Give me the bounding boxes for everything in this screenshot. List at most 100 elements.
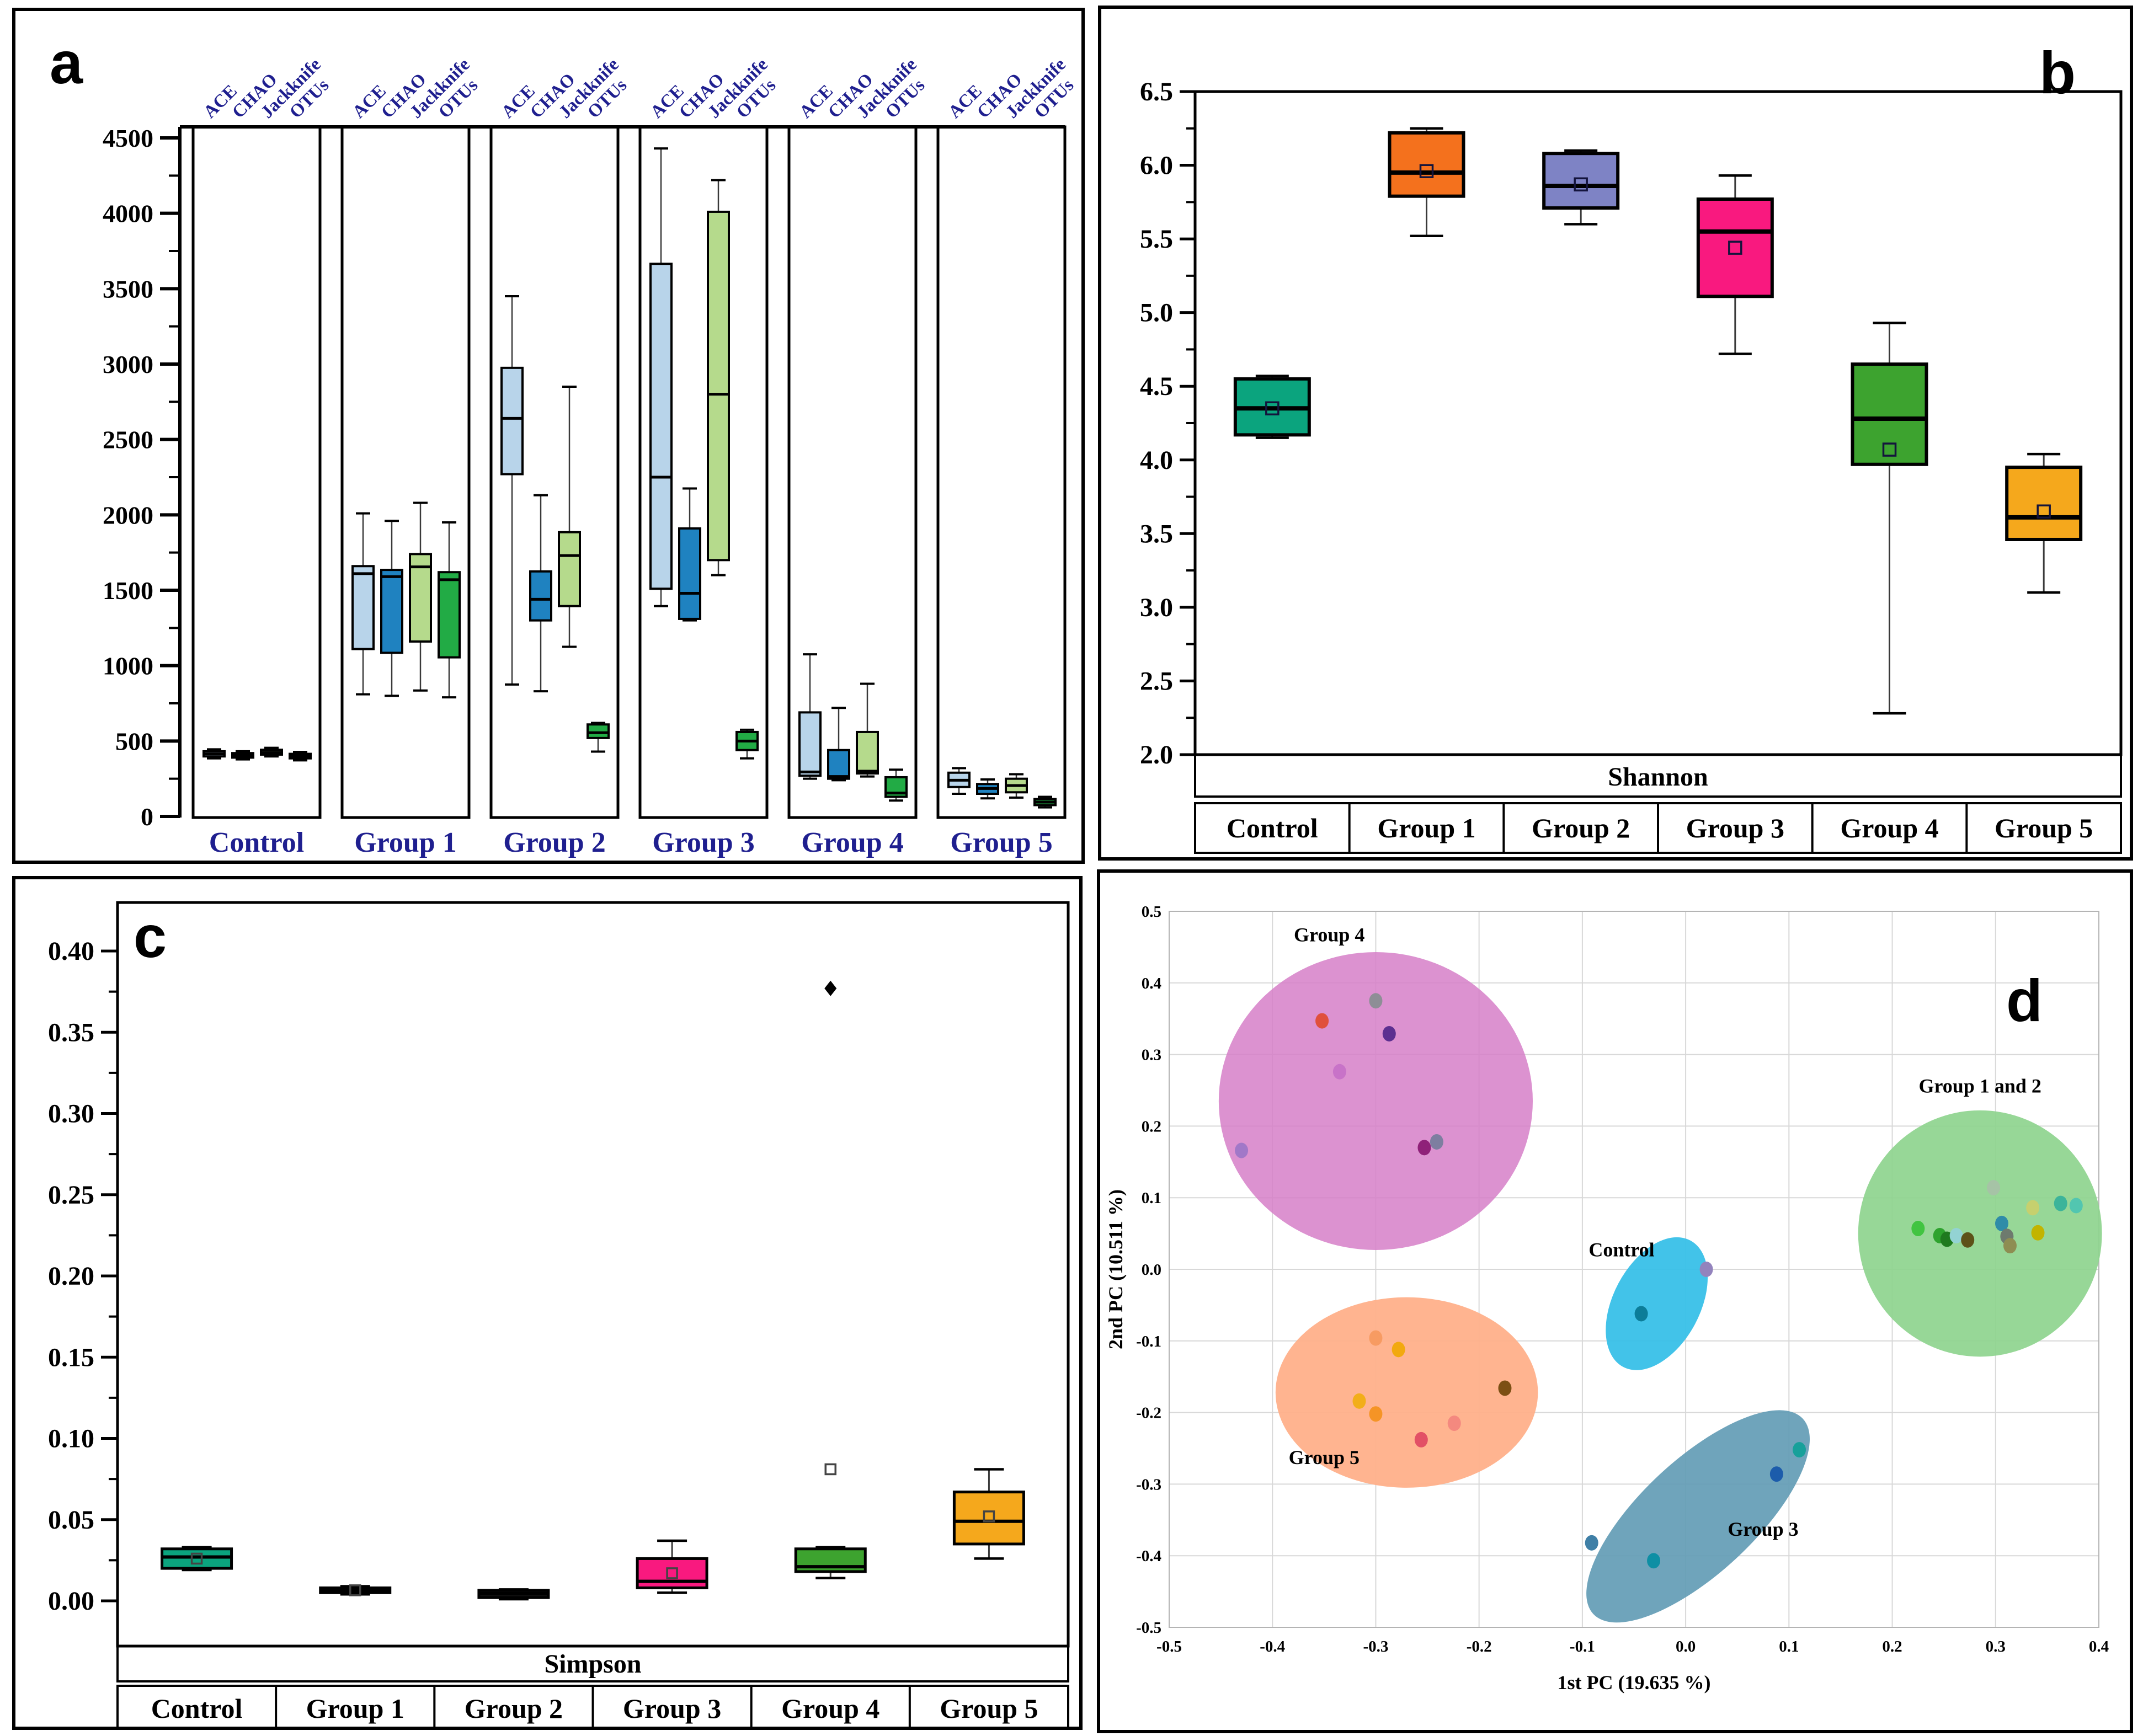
scatter-point xyxy=(1417,1140,1431,1156)
mean-marker xyxy=(349,1584,361,1596)
y-tick-label: 5.5 xyxy=(1140,225,1173,254)
axis-title: Simpson xyxy=(544,1649,641,1679)
y-tick-label: 0.1 xyxy=(1142,1189,1161,1207)
scatter-point xyxy=(1332,1064,1346,1080)
panel-a-canvas: 050010001500200025003000350040004500ACEC… xyxy=(103,55,1078,858)
panel-d-letter: d xyxy=(2006,967,2043,1034)
y-tick-label: -0.1 xyxy=(1136,1333,1161,1350)
plot-frame xyxy=(1193,90,2123,756)
plot-frame xyxy=(1169,911,2099,1628)
mean-marker xyxy=(1419,164,1434,178)
y-tick-label: 0.2 xyxy=(1142,1118,1161,1135)
category-label: Group 3 xyxy=(623,1693,721,1724)
group-label: Group 3 xyxy=(652,827,754,858)
scatter-point xyxy=(1949,1227,1963,1243)
category-label: Group 4 xyxy=(1840,813,1938,843)
x-tick-label: -0.3 xyxy=(1363,1638,1388,1655)
y-tick-label: 0.25 xyxy=(48,1181,94,1210)
scatter-point xyxy=(2054,1195,2067,1211)
y-tick-label: 2000 xyxy=(103,501,153,529)
cluster-ellipse xyxy=(1218,952,1533,1250)
y-tick-label: 4000 xyxy=(103,200,153,228)
scatter-point xyxy=(1793,1442,1806,1458)
scatter-point xyxy=(1987,1180,2001,1196)
category-label: Group 2 xyxy=(465,1693,563,1724)
cluster-ellipse xyxy=(1275,1297,1538,1488)
box xyxy=(380,569,403,654)
y-tick-label: 0.5 xyxy=(1142,903,1161,921)
y-tick-label: 0.35 xyxy=(48,1018,94,1047)
x-tick-label: -0.5 xyxy=(1156,1638,1182,1655)
scatter-point xyxy=(1430,1134,1443,1150)
y-tick-label: 5.0 xyxy=(1140,298,1173,328)
group-label: Group 5 xyxy=(950,827,1052,858)
mean-marker xyxy=(2037,504,2051,519)
category-label: Group 4 xyxy=(781,1693,879,1724)
mean-marker xyxy=(190,1552,203,1565)
panel-a-letter: a xyxy=(50,29,83,96)
cluster-ellipse xyxy=(1858,1110,2102,1357)
axis-title: Shannon xyxy=(1608,762,1708,792)
scatter-point xyxy=(1498,1380,1512,1396)
y-tick-label: 6.0 xyxy=(1140,151,1173,180)
panel-d-canvas: Group 4 Group 5 Control Group 3 Group 1 and … xyxy=(1105,903,2109,1694)
scatter-point xyxy=(1235,1142,1249,1158)
scatter-point xyxy=(2026,1200,2040,1216)
x-tick-label: 0.0 xyxy=(1676,1638,1696,1655)
y-tick-label: 1000 xyxy=(103,652,153,680)
scatter-point xyxy=(1585,1535,1598,1551)
axis-title-band xyxy=(116,1645,1069,1682)
panel-d-pca-scatter: Group 4 Group 5 Control Group 3 Group 1 and … xyxy=(1097,869,2133,1733)
box xyxy=(438,571,461,659)
panel-c-canvas: 0.40 0.35 0.30 0.25 0.20 0.15 0.10 0.05 0.00 Simp… xyxy=(48,901,1070,1727)
group-label: Control xyxy=(209,827,304,858)
panel-b-canvas: 6.5 6.0 5.5 5.0 4.5 4.0 3.5 3.0 2.5 2.0 Shannon Con… xyxy=(1140,77,2123,854)
box xyxy=(678,527,701,620)
scatter-point xyxy=(1392,1342,1405,1358)
box xyxy=(649,263,673,590)
y-tick-label: 1500 xyxy=(103,576,153,605)
category-label: Group 5 xyxy=(1995,813,2093,843)
y-tick-label: 0.15 xyxy=(48,1343,94,1372)
box xyxy=(827,749,850,780)
category-label: Group 3 xyxy=(1686,813,1784,843)
axis-title-band xyxy=(1194,754,2122,798)
x-tick-label: -0.1 xyxy=(1570,1638,1595,1655)
y-tick-label: 0.3 xyxy=(1142,1046,1161,1064)
x-tick-label: 0.4 xyxy=(2089,1638,2109,1655)
subpanel-frame xyxy=(638,125,769,819)
scatter-point xyxy=(2031,1225,2045,1241)
y-tick-label: 2500 xyxy=(103,426,153,454)
scatter-point xyxy=(1961,1232,1975,1248)
box xyxy=(2005,466,2083,541)
box xyxy=(558,531,581,607)
x-tick-label: -0.2 xyxy=(1467,1638,1492,1655)
category-label: Group 1 xyxy=(1377,813,1475,843)
y-tick-label: 3.0 xyxy=(1140,593,1173,622)
x-tick-label: 0.1 xyxy=(1779,1638,1799,1655)
y-tick-label: -0.3 xyxy=(1136,1476,1161,1493)
category-label: Group 5 xyxy=(940,1693,1038,1724)
group-label: Group 4 xyxy=(801,827,903,858)
box xyxy=(587,723,610,739)
box xyxy=(351,565,375,650)
y-tick-label: -0.4 xyxy=(1136,1547,1161,1565)
scatter-point xyxy=(1369,1330,1383,1346)
y-tick-label: -0.2 xyxy=(1136,1404,1161,1422)
y-tick-label: 0.10 xyxy=(48,1424,94,1454)
category-label: Group 1 xyxy=(306,1693,404,1724)
y-tick-label: 3.5 xyxy=(1140,519,1173,548)
box xyxy=(707,210,730,562)
scatter-point xyxy=(1699,1262,1713,1277)
box xyxy=(636,1557,708,1589)
scatter-point xyxy=(2069,1198,2083,1214)
plot-frame xyxy=(116,901,1070,1648)
y-tick-label: 2.5 xyxy=(1140,666,1173,696)
box xyxy=(1542,152,1620,210)
y-tick-label: 500 xyxy=(115,727,153,755)
subpanel-frame xyxy=(489,125,620,819)
panel-b-letter: b xyxy=(2039,39,2076,106)
y-tick-label: 6.5 xyxy=(1140,77,1173,106)
y-tick-label: 2.0 xyxy=(1140,740,1173,770)
y-tick-label: 4.0 xyxy=(1140,446,1173,475)
